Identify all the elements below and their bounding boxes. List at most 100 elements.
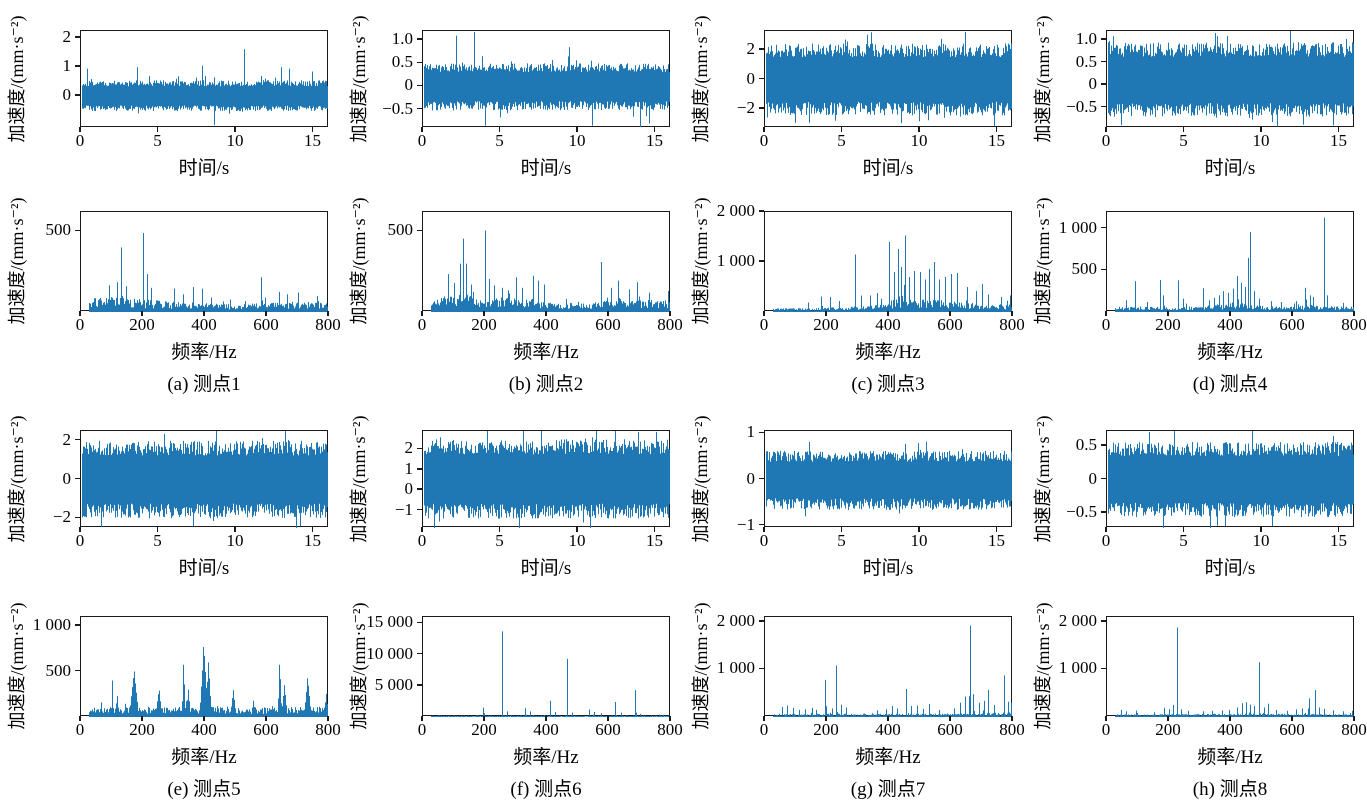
x-tick-label: 5: [1179, 131, 1188, 150]
x-tickmark: [327, 311, 329, 316]
x-tick-label: 15: [304, 131, 321, 150]
x-tickmark: [1260, 527, 1262, 532]
x-tick-label: 400: [533, 720, 559, 739]
freq-plot-panel-1: 加速度/(mm·s⁻²) 500 0 200 400 600 800 频率/Hz (a) 测点1: [0, 195, 341, 399]
y-tick-label: 10 000: [366, 643, 413, 663]
x-tick-label: 5: [837, 131, 846, 150]
subplot-caption: (b) 测点2: [508, 374, 584, 395]
axes-box: [1106, 30, 1355, 128]
x-tickmark: [949, 716, 951, 721]
x-tick-label: 0: [75, 131, 85, 150]
x-tick-label: 400: [533, 315, 559, 334]
y-tickmark: [759, 260, 764, 262]
y-tick-label: 1 000: [716, 251, 755, 270]
x-tickmark: [653, 527, 656, 532]
y-tickmark: [417, 229, 422, 232]
y-tick-label: −1: [394, 499, 413, 519]
x-tick-label: 800: [657, 315, 683, 334]
y-tick-label: 500: [45, 660, 72, 680]
y-tickmark: [759, 431, 764, 434]
time-plot-panel-2: 加速度/(mm·s⁻²) −0.5 0 0.5 1.0 0 5 10 15 时间/s: [342, 0, 683, 195]
x-tickmark: [887, 716, 889, 721]
y-tick-label: 1 000: [1058, 217, 1097, 237]
y-tickmark: [759, 48, 764, 50]
y-tickmark: [759, 77, 764, 80]
x-tick-label: 0: [759, 720, 769, 739]
x-tickmark: [79, 716, 81, 721]
axes-box: [422, 616, 671, 717]
x-tick-label: 10: [226, 131, 244, 150]
axes-box: [80, 616, 329, 717]
x-tickmark: [1291, 311, 1293, 316]
x-tickmark: [311, 527, 314, 532]
x-tick-label: 0: [1101, 315, 1111, 334]
y-tickmark: [75, 516, 80, 519]
x-tickmark: [1182, 127, 1185, 132]
x-tick-label: 0: [1101, 531, 1111, 550]
x-tick-label: 200: [471, 720, 497, 739]
y-tick-label: 1 000: [1058, 658, 1097, 678]
axes-box: [764, 616, 1013, 717]
x-tick-label: 10: [1252, 531, 1270, 550]
y-tick-label: 1.0: [391, 29, 413, 49]
freq-plot-panel-2: 加速度/(mm·s⁻²) 500 0 200 400 600 800 频率/Hz (b) 测点2: [342, 195, 683, 399]
freq-plot-panel-5: 加速度/(mm·s⁻²) 500 1 000 0 200 400 600 800 频率/Hz (e…: [0, 600, 341, 804]
x-tick-label: 10: [1252, 131, 1270, 150]
x-tickmark: [1229, 311, 1231, 316]
y-tick-label: 2: [62, 429, 72, 449]
x-axis-label: 频率/Hz: [171, 747, 237, 768]
y-tickmark: [75, 94, 80, 96]
x-tickmark: [1167, 311, 1169, 316]
x-tick-label: 400: [1217, 315, 1243, 334]
y-tickmark: [1101, 105, 1106, 108]
axes-box: [764, 430, 1013, 528]
y-tick-label: 500: [1071, 259, 1098, 279]
signal-trace-canvas: [423, 617, 671, 717]
y-tick-label: 0: [1088, 74, 1098, 94]
signal-trace-canvas: [1107, 212, 1355, 312]
x-tick-label: 0: [1101, 720, 1111, 739]
x-tick-label: 200: [813, 315, 839, 334]
x-tick-label: 800: [657, 720, 683, 739]
x-tick-label: 200: [1155, 315, 1181, 334]
signal-trace-canvas: [765, 31, 1013, 128]
x-axis-label: 频率/Hz: [1197, 342, 1263, 363]
signal-trace-canvas: [81, 31, 329, 128]
axes-box: [80, 211, 329, 312]
x-axis-label: 频率/Hz: [513, 342, 579, 363]
x-tickmark: [311, 127, 314, 132]
signal-trace-canvas: [765, 617, 1013, 717]
x-tickmark: [265, 716, 267, 721]
y-tickmark: [1101, 60, 1106, 63]
time-plot-panel-1: 加速度/(mm·s⁻²) 0 1 2 0 5 10 15 时间/s: [0, 0, 341, 195]
x-tick-label: 10: [226, 531, 244, 550]
y-tick-label: 0: [746, 68, 756, 88]
x-tickmark: [545, 311, 547, 316]
x-tickmark: [763, 716, 765, 721]
x-tickmark: [498, 127, 501, 132]
y-tickmark: [417, 652, 422, 655]
y-tickmark: [759, 107, 764, 109]
x-tick-label: 800: [315, 315, 341, 334]
axes-box: [764, 30, 1013, 128]
y-tick-label: 500: [45, 220, 72, 240]
x-tick-label: 200: [1155, 720, 1181, 739]
x-tickmark: [653, 127, 656, 132]
x-tickmark: [1105, 716, 1107, 721]
axes-box: [422, 30, 671, 128]
x-tick-label: 0: [759, 531, 769, 550]
x-tick-label: 0: [75, 720, 85, 739]
x-tickmark: [1337, 527, 1340, 532]
y-tickmark: [1101, 38, 1106, 40]
x-tick-label: 600: [595, 720, 621, 739]
signal-trace-canvas: [81, 431, 329, 528]
y-tick-label: 0.5: [1075, 434, 1097, 454]
x-tickmark: [995, 127, 998, 132]
x-tick-label: 400: [1217, 720, 1243, 739]
y-tickmark: [1101, 226, 1106, 229]
x-tickmark: [483, 716, 485, 721]
x-tick-label: 800: [315, 720, 341, 739]
x-tickmark: [1105, 127, 1107, 132]
y-tick-label: 15 000: [366, 612, 413, 632]
y-tickmark: [759, 477, 764, 480]
